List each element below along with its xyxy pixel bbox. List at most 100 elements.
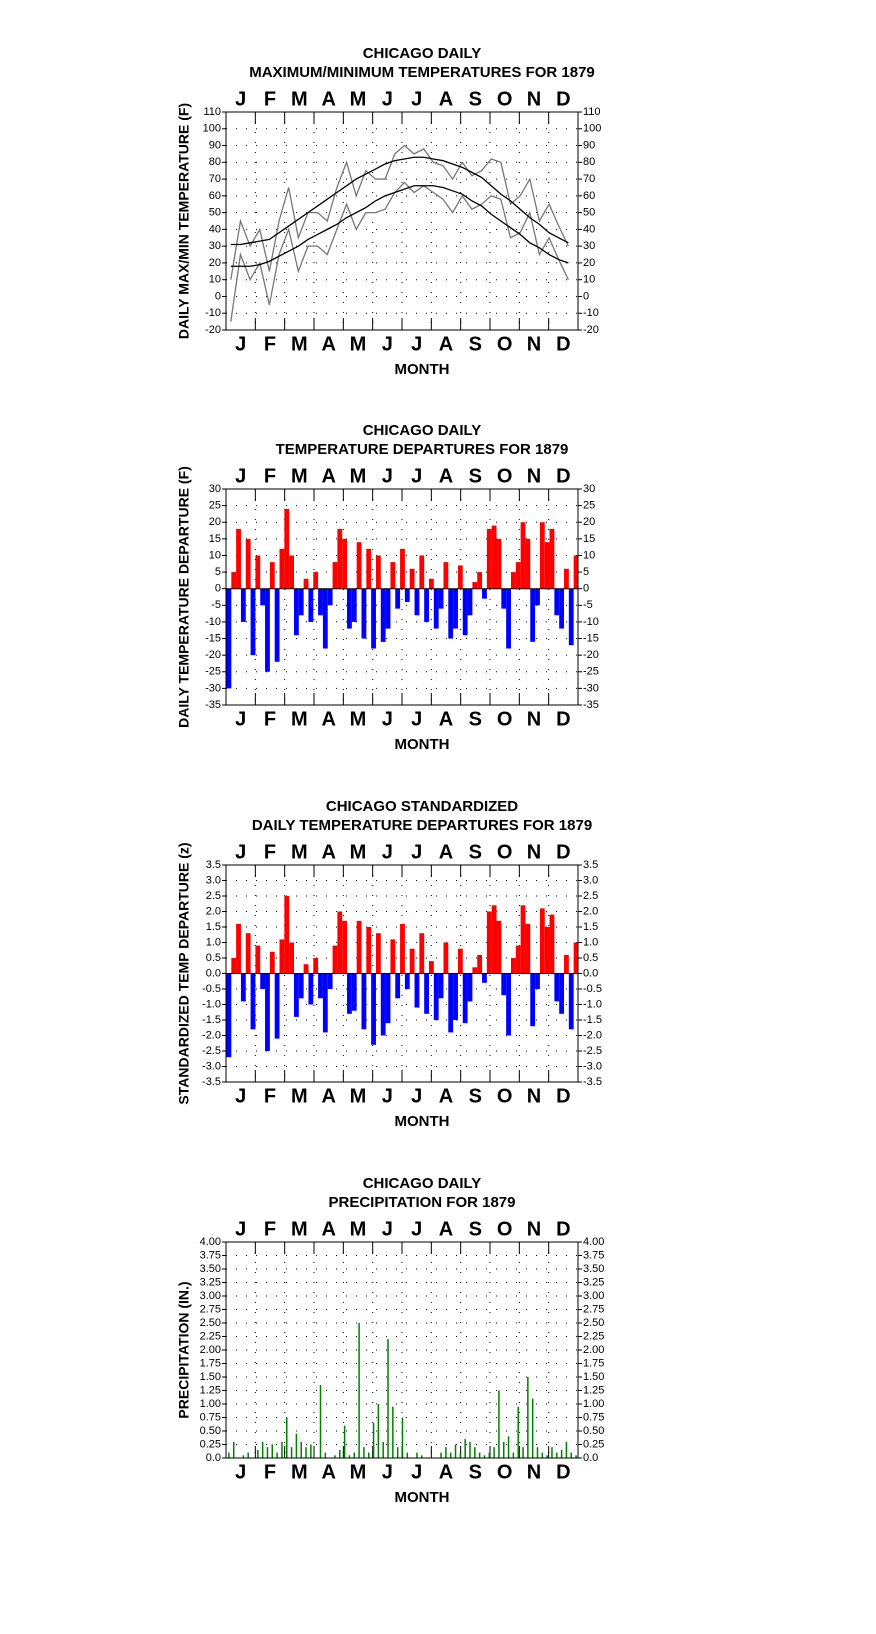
chart-title: CHICAGO DAILY — [363, 422, 482, 439]
bar — [318, 973, 323, 999]
bar — [319, 1385, 322, 1458]
month-label: M — [291, 1085, 308, 1107]
y-tick-label: 5 — [215, 566, 221, 578]
bar — [322, 588, 328, 649]
bar — [530, 588, 536, 642]
y-tick-label: -35 — [205, 699, 221, 711]
y-tick-label: -20 — [205, 324, 221, 336]
bar — [448, 973, 454, 1033]
month-label: N — [527, 1085, 541, 1107]
bar — [356, 542, 362, 589]
y-tick-label: -3.5 — [583, 1076, 602, 1088]
y-tick-label: 70 — [583, 173, 595, 185]
y-tick-label: 70 — [209, 173, 221, 185]
plot-frame — [225, 1241, 579, 1459]
bar — [560, 1449, 563, 1458]
y-tick-label: 3.25 — [200, 1276, 221, 1288]
bar — [414, 588, 420, 616]
month-label: D — [556, 1085, 570, 1107]
month-label: J — [411, 841, 422, 863]
bar — [375, 933, 381, 974]
bar — [231, 958, 237, 974]
bar — [269, 562, 275, 589]
y-tick-label: 2.0 — [206, 905, 221, 917]
month-label: J — [235, 333, 246, 355]
bar — [332, 945, 338, 974]
bar — [536, 1447, 539, 1458]
bar — [515, 562, 521, 589]
bar — [549, 914, 555, 974]
bar — [347, 588, 352, 629]
bar — [510, 958, 516, 974]
x-axis-label: MONTH — [395, 1489, 450, 1506]
y-tick-label: 10 — [209, 274, 221, 286]
bar — [295, 1433, 298, 1458]
bar — [356, 920, 362, 974]
month-label: M — [350, 465, 367, 487]
bar — [327, 588, 333, 606]
bar — [421, 1455, 423, 1458]
bar — [570, 1452, 572, 1458]
y-tick-label: 2.50 — [200, 1317, 221, 1329]
month-label: D — [556, 88, 570, 110]
y-tick-label: 110 — [583, 106, 601, 118]
bar — [396, 1447, 399, 1458]
y-tick-label: -5 — [211, 599, 221, 611]
bar — [530, 973, 536, 1027]
bar — [515, 945, 521, 974]
panel: CHICAGO DAILY TEMPERATURE DEPARTURES FOR … — [176, 422, 599, 753]
bar — [429, 578, 434, 589]
bar — [517, 1406, 519, 1458]
month-label: J — [382, 88, 393, 110]
bar — [257, 1449, 259, 1458]
bar — [290, 1447, 293, 1458]
y-tick-label: -0.5 — [202, 983, 221, 995]
month-label: F — [264, 708, 276, 730]
bar — [274, 588, 280, 662]
y-tick-label: -25 — [583, 666, 599, 678]
y-tick-label: -0.5 — [583, 983, 602, 995]
bar — [289, 942, 294, 974]
y-tick-label: 3.00 — [583, 1290, 604, 1302]
month-label: J — [235, 1218, 246, 1240]
y-tick-label: 3.50 — [583, 1263, 604, 1275]
y-tick-label: 2.25 — [200, 1330, 221, 1342]
bar — [429, 961, 434, 974]
bar — [486, 911, 492, 974]
y-tick-label: 10 — [583, 549, 595, 561]
bar — [400, 548, 405, 589]
bar — [387, 1339, 389, 1458]
month-label: N — [527, 1461, 541, 1483]
y-tick-label: -1.5 — [202, 1014, 221, 1026]
bar — [457, 565, 463, 589]
bar — [535, 973, 540, 989]
y-tick-label: 1.0 — [206, 936, 221, 948]
month-label: O — [497, 708, 513, 730]
bar — [385, 588, 391, 629]
panel: CHICAGO STANDARDIZED DAILY TEMPERATURE DE… — [176, 798, 602, 1130]
y-tick-label: 3.75 — [583, 1249, 604, 1261]
bar — [289, 555, 294, 589]
month-label: A — [321, 841, 335, 863]
month-label: O — [497, 1461, 513, 1483]
bar — [358, 1323, 360, 1458]
y-tick-label: -35 — [583, 699, 599, 711]
month-label: J — [235, 1085, 246, 1107]
bar — [226, 973, 232, 1058]
month-label: S — [469, 88, 482, 110]
month-label: J — [411, 1085, 422, 1107]
month-label: J — [382, 708, 393, 730]
bar — [339, 1449, 341, 1458]
bar — [564, 568, 569, 589]
month-label: A — [439, 1085, 453, 1107]
bar — [269, 951, 275, 974]
month-label: F — [264, 841, 276, 863]
bar — [443, 562, 449, 589]
y-tick-label: 0.0 — [583, 967, 598, 979]
y-tick-label: 2.00 — [200, 1344, 221, 1356]
bar — [454, 1444, 457, 1458]
month-label: N — [527, 465, 541, 487]
bar — [300, 1441, 302, 1458]
y-tick-label: -20 — [583, 324, 599, 336]
y-tick-label: 2.75 — [583, 1303, 604, 1315]
